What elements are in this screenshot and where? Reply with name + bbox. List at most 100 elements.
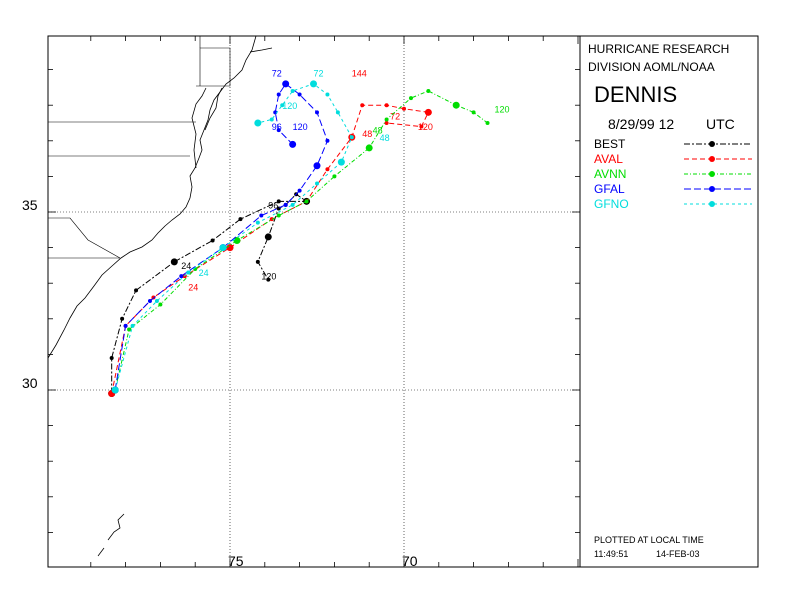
track-point: [360, 103, 365, 108]
track-point: [264, 233, 272, 241]
track-point: [337, 158, 345, 166]
track-point: [158, 302, 163, 307]
track-point: [408, 96, 413, 101]
track-point: [127, 327, 132, 332]
legend-marker: [709, 186, 715, 192]
track-point: [325, 92, 330, 97]
track-point: [310, 80, 318, 88]
track-point: [290, 202, 295, 207]
track-point: [332, 174, 337, 179]
org-line-1: HURRICANE RESEARCH: [588, 42, 730, 56]
track-hour-label: 72: [272, 69, 282, 79]
track-hour-label: 120: [293, 122, 308, 132]
track-point: [289, 140, 297, 148]
track-hour-label: 120: [418, 122, 433, 132]
info-panel-frame: [579, 35, 759, 568]
legend-label: AVNN: [594, 167, 626, 181]
legend-label: BEST: [594, 137, 626, 151]
org-line-2: DIVISION AOML/NOAA: [588, 60, 715, 74]
track-point: [154, 299, 159, 303]
plot-time: 11:49:51: [594, 549, 629, 559]
forecast-tracks: 24 96 120 24 48 72 120 144 48 120 72 96 120 24 72 120 48: [108, 69, 510, 398]
track-point: [335, 110, 340, 115]
plot-date: 14-FEB-03: [656, 549, 700, 559]
legend-label: GFAL: [594, 182, 625, 196]
track-point: [219, 244, 227, 252]
track-point: [290, 88, 295, 93]
track-point: [276, 199, 281, 204]
track-line-avnn: [114, 90, 488, 391]
track-point: [297, 188, 302, 193]
track-point: [255, 259, 260, 264]
track-point: [134, 288, 139, 293]
init-date: 8/29/99 12: [608, 116, 675, 132]
track-point: [210, 238, 215, 243]
track-point: [402, 106, 406, 111]
track-point: [297, 92, 302, 97]
track-hour-label: 144: [352, 69, 367, 79]
track-point: [120, 316, 125, 321]
track-point: [123, 323, 128, 328]
track-point: [269, 117, 274, 122]
track-point: [485, 121, 490, 125]
track-point: [419, 124, 424, 129]
legend-marker: [709, 156, 715, 162]
track-point: [130, 323, 135, 328]
track-point: [266, 277, 271, 282]
track-hour-label: 48: [362, 129, 372, 139]
storm-name: DENNIS: [594, 82, 678, 107]
track-point: [170, 258, 178, 266]
track-hour-label: 72: [314, 69, 324, 79]
init-timezone: UTC: [706, 116, 735, 132]
track-point: [254, 119, 262, 127]
legend-marker: [709, 201, 715, 207]
axis-ticks: [48, 36, 580, 567]
track-hour-label: 96: [272, 122, 282, 132]
track-point: [426, 88, 431, 93]
track-point: [384, 121, 389, 125]
track-point: [365, 144, 373, 152]
track-point: [452, 101, 460, 109]
track-hour-label: 72: [390, 111, 400, 121]
track-point: [276, 92, 281, 97]
track-point: [349, 135, 354, 140]
track-point: [276, 213, 281, 218]
track-point: [325, 138, 330, 143]
legend-marker: [709, 171, 715, 177]
track-point: [111, 386, 119, 394]
track-point: [179, 274, 184, 279]
track-point: [259, 213, 264, 218]
track-hour-label: 24: [188, 282, 198, 292]
track-point: [255, 220, 260, 225]
track-point: [384, 117, 389, 122]
track-hour-label: 120: [494, 104, 509, 114]
track-point: [109, 355, 114, 360]
track-point: [269, 217, 274, 222]
map-frame: [47, 35, 581, 568]
axis-labels: 35 30 75 70: [22, 197, 418, 569]
legend-label: AVAL: [594, 152, 623, 166]
track-hour-label: 24: [181, 261, 191, 271]
track-point: [315, 110, 319, 115]
track-point: [238, 217, 243, 222]
track-point: [325, 167, 330, 172]
track-point: [186, 270, 191, 275]
track-hour-label: 48: [373, 126, 383, 136]
lon-label: 70: [402, 553, 418, 569]
track-hour-label: 96: [268, 200, 278, 210]
track-point: [304, 199, 309, 204]
track-hour-label: 120: [261, 272, 276, 282]
track-point: [233, 236, 241, 244]
lat-label: 30: [22, 375, 38, 391]
track-point: [147, 299, 152, 303]
track-point: [471, 110, 476, 115]
track-point: [283, 202, 288, 207]
track-hour-label: 24: [199, 268, 209, 278]
lat-label: 35: [22, 197, 38, 213]
track-hour-label: 48: [380, 133, 390, 143]
track-point: [424, 108, 432, 116]
track-point: [315, 181, 319, 186]
track-line-gfal: [114, 83, 328, 391]
